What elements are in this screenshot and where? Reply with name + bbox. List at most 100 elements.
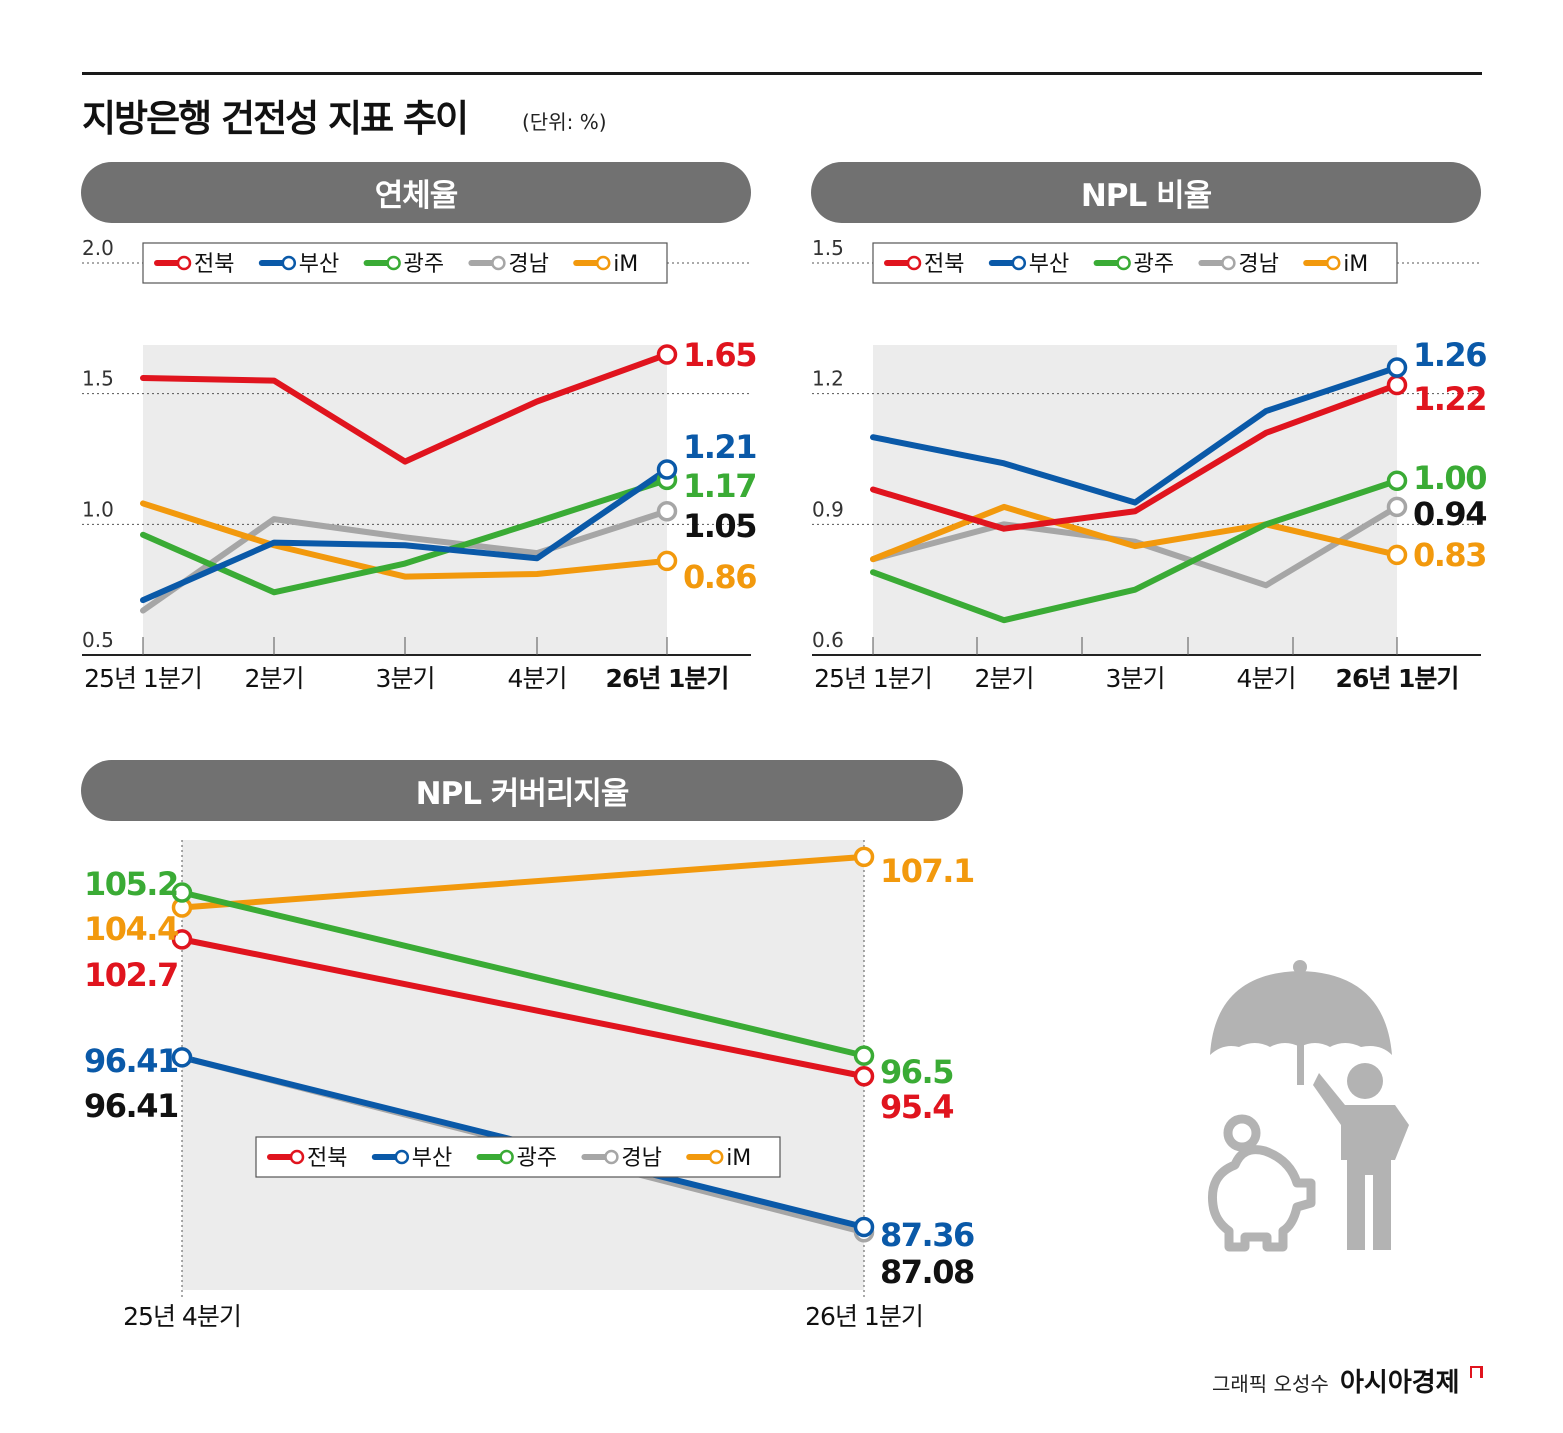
chart-2-end-marker-광주 (1386, 470, 1408, 492)
chart-1-end-marker-iM (656, 550, 678, 572)
chart-2-legend-label-경남: 경남 (1238, 252, 1278, 277)
chart-1-legend-label-전북: 전북 (194, 252, 234, 277)
chart-3-start-label-경남: 96.41 (84, 1087, 178, 1125)
chart-3-legend-marker-iM (708, 1149, 724, 1165)
chart-1-category-label: 26년 1분기 (606, 664, 729, 693)
chart-3-end-marker-부산 (853, 1216, 875, 1238)
chart-3-end-label-경남: 87.08 (880, 1253, 974, 1291)
chart-1-category-label: 4분기 (508, 664, 567, 693)
chart-1-end-marker-부산 (656, 459, 678, 480)
chart-1-value-label-전북: 1.65 (683, 336, 756, 374)
unit-label: (단위: %) (522, 110, 607, 134)
chart-3-line-광주 (179, 889, 867, 1059)
chart1-title-pill: 연체율 (81, 162, 751, 223)
chart-3-legend-marker-광주 (499, 1149, 514, 1165)
chart-1-end-marker-전북 (656, 344, 678, 365)
chart-2-category-label: 4분기 (1237, 664, 1296, 693)
chart-2-line-iM (870, 503, 1400, 563)
chart-2-category-label: 2분기 (975, 664, 1034, 693)
chart-1-legend-marker-부산 (281, 255, 297, 271)
chart-1-line-iM (140, 500, 670, 580)
brand-mark-icon (1470, 1366, 1483, 1378)
chart-3-end-marker-광주 (853, 1045, 875, 1066)
chart-1-ytick-label: 0.5 (82, 628, 114, 652)
chart-1-category-label: 25년 1분기 (84, 664, 202, 693)
chart-3-start-marker-광주 (171, 882, 193, 903)
chart-3-legend-label-전북: 전북 (307, 1146, 347, 1171)
chart-3-plot-area (182, 840, 864, 1290)
chart-2-legend-label-부산: 부산 (1029, 252, 1069, 277)
chart-3-start-marker-부산 (171, 1047, 193, 1068)
chart-3-start-label-iM: 104.4 (84, 910, 178, 948)
chart-3-end-label-iM: 107.1 (880, 852, 974, 890)
chart-2-line-부산 (870, 364, 1400, 506)
chart-3-legend-marker-전북 (289, 1149, 305, 1165)
chart-1-legend-marker-iM (595, 255, 611, 271)
chart-2-value-label-부산: 1.26 (1413, 336, 1486, 374)
chart3-title-pill: NPL 커버리지율 (81, 760, 963, 821)
page-title: 지방은행 건전성 지표 추이 (82, 97, 469, 140)
chart-1-end-marker-경남 (656, 501, 678, 522)
chart-3-end-label-부산: 87.36 (880, 1216, 974, 1254)
chart2-title-pill: NPL 비율 (811, 162, 1481, 223)
chart-3-end-marker-iM (853, 846, 875, 868)
chart-3-end-marker-전북 (853, 1066, 875, 1087)
chart-2-legend-marker-경남 (1221, 255, 1236, 271)
chart-3-end-label-전북: 95.4 (880, 1088, 953, 1126)
chart-2-ytick-label: 0.6 (812, 628, 844, 652)
chart-2-end-marker-전북 (1386, 374, 1408, 396)
chart-2-legend-label-전북: 전북 (924, 252, 964, 277)
chart-3-line-전북 (179, 936, 867, 1080)
chart-1-legend-label-경남: 경남 (508, 252, 548, 277)
chart-1-line-부산 (140, 466, 670, 604)
chart-3-legend-marker-경남 (604, 1149, 619, 1165)
chart-1-legend-marker-광주 (386, 255, 401, 271)
chart-2-category-label: 25년 1분기 (814, 664, 932, 693)
chart-1-line-광주 (140, 476, 670, 596)
chart-3-end-label-광주: 96.5 (880, 1053, 953, 1091)
chart-3-legend-label-경남: 경남 (621, 1146, 661, 1171)
chart-1-legend-label-부산: 부산 (299, 252, 339, 277)
chart-2-legend-marker-iM (1325, 255, 1341, 271)
chart-3: 25년 4분기 26년 1분기 105.2 104.4 102.7 96.41 96.41 1… (84, 840, 975, 1331)
umbrella-person-piggybank-icon (1207, 960, 1409, 1252)
chart-1-ytick-label: 1.5 (82, 367, 114, 391)
chart-3-start-marker-전북 (171, 929, 193, 950)
chart-3-start-label-전북: 102.7 (84, 956, 178, 994)
chart-3-legend-label-부산: 부산 (412, 1146, 452, 1171)
chart-2-value-label-iM: 0.83 (1413, 536, 1486, 574)
chart-1-legend-marker-경남 (491, 255, 506, 271)
brand-logo: 아시아경제 (1340, 1368, 1460, 1398)
chart-1-plot-area (143, 345, 667, 655)
chart-1-value-label-부산: 1.21 (683, 428, 756, 466)
chart-2-category-label: 26년 1분기 (1336, 664, 1459, 693)
chart-1-legend-label-iM: iM (613, 252, 638, 277)
chart-3-legend-label-광주: 광주 (517, 1146, 557, 1171)
chart-2-legend-label-광주: 광주 (1134, 252, 1174, 277)
chart-1-legend-label-광주: 광주 (404, 252, 444, 277)
chart-2-legend-marker-부산 (1011, 255, 1027, 271)
chart-1: 0.5 1.0 1.5 2.0 25년 1분기 2분기 3분기 4분기 26년 1분기 1.65 1… (82, 236, 758, 693)
chart-1-value-label-광주: 1.17 (683, 467, 756, 505)
chart-2: 0.6 0.9 1.2 1.5 25년 1분기 2분기 3분기 4분기 26년 1분기 1.26 1… (812, 236, 1488, 693)
chart-1-ytick-label: 1.0 (82, 497, 114, 521)
chart-1-value-label-경남: 1.05 (683, 507, 756, 545)
chart-3-category-label: 26년 1분기 (805, 1302, 923, 1331)
chart-1-category-label: 3분기 (376, 664, 435, 693)
chart-3-category-label: 25년 4분기 (123, 1302, 241, 1331)
chart-2-end-marker-부산 (1386, 357, 1408, 378)
chart-2-line-광주 (870, 477, 1400, 624)
chart-2-ytick-label: 1.5 (812, 236, 844, 260)
top-rule (82, 72, 1482, 75)
chart-1-ytick-label: 2.0 (82, 236, 114, 260)
chart-3-start-label-부산: 96.41 (84, 1042, 178, 1080)
chart-2-ytick-label: 1.2 (812, 367, 844, 391)
chart-2-legend-marker-전북 (906, 255, 922, 271)
chart-2-end-marker-iM (1386, 544, 1408, 566)
chart-3-legend-label-iM: iM (726, 1146, 751, 1171)
chart-3-legend-marker-부산 (394, 1149, 410, 1165)
chart-2-value-label-광주: 1.00 (1413, 459, 1486, 497)
chart-1-legend-marker-전북 (176, 255, 192, 271)
chart-2-line-전북 (870, 381, 1400, 532)
